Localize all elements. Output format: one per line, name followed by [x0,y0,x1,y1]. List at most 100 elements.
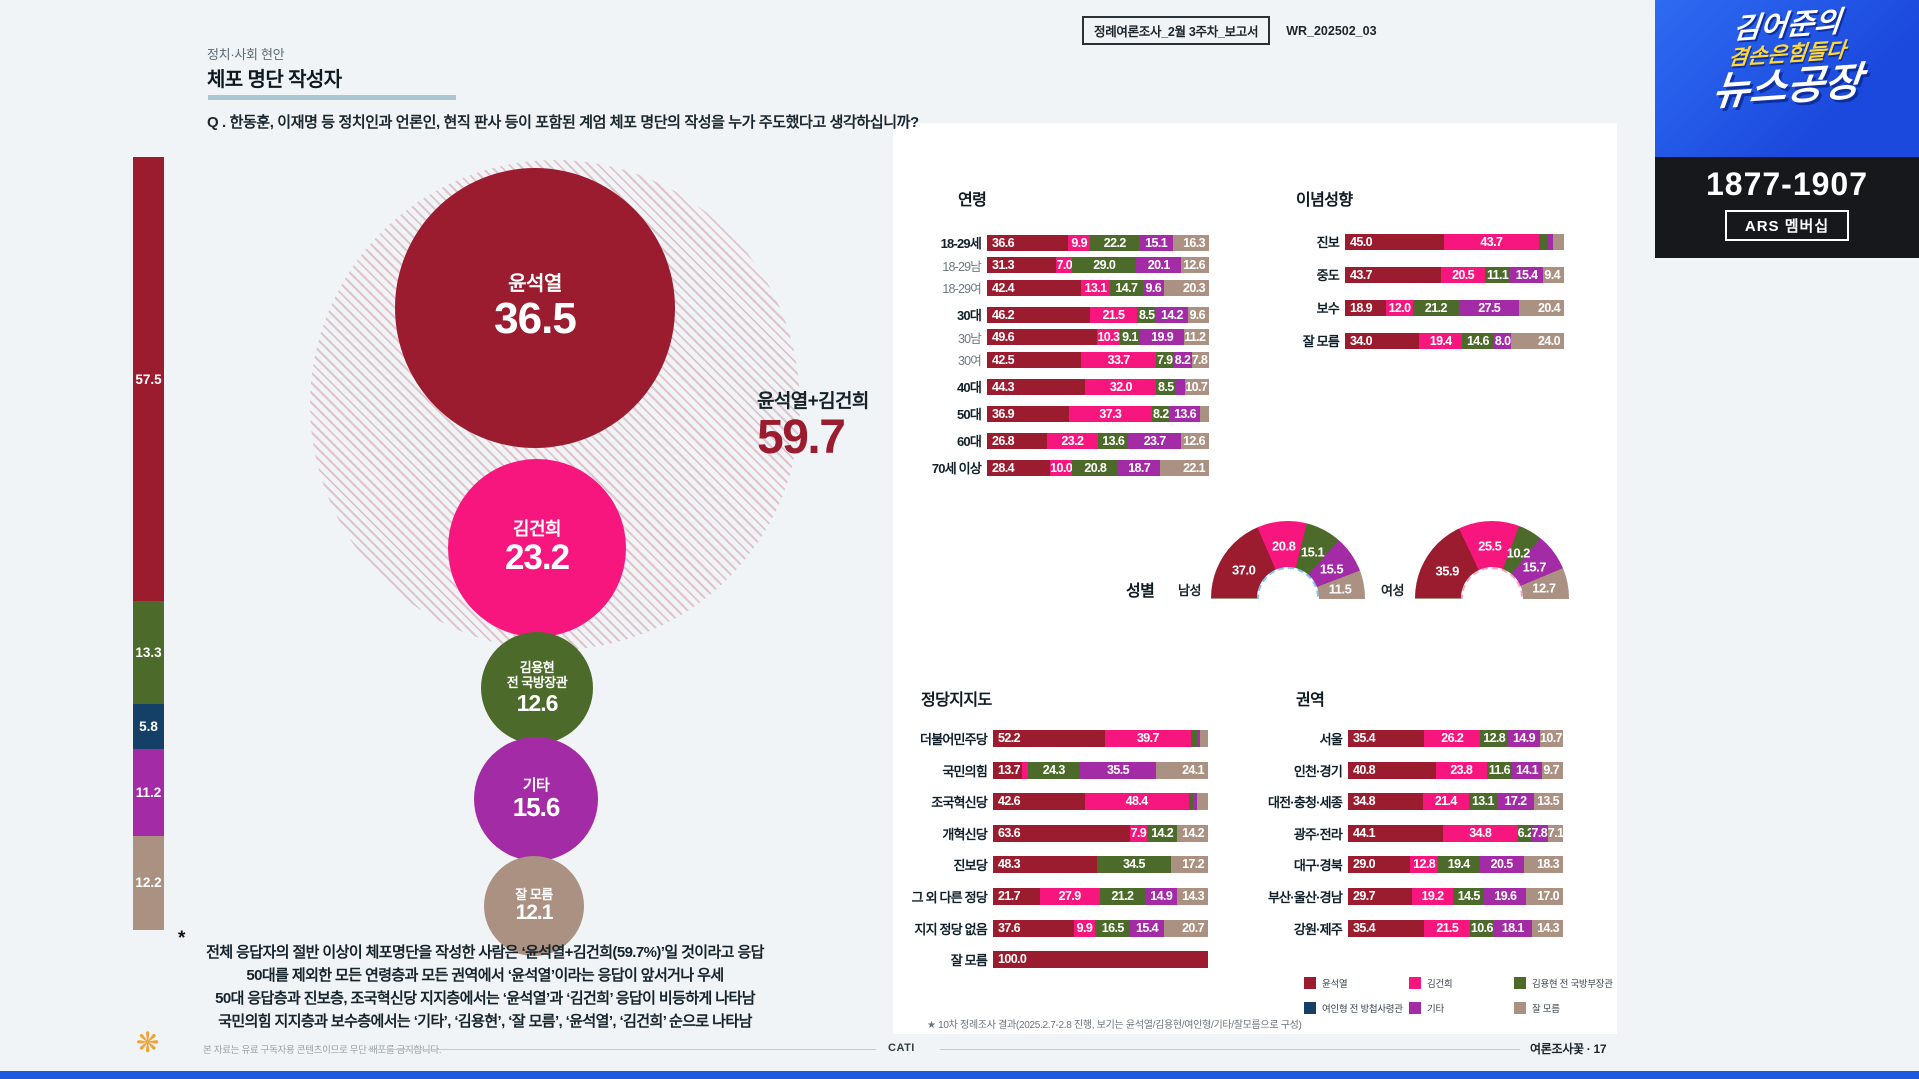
bar-segment-dk: 14.2 [1177,824,1208,842]
segment-value: 35.4 [1353,731,1376,745]
bar-segment-kimy: 11.1 [1485,266,1510,283]
bar-segment-dk: 24.1 [1156,761,1208,779]
bar-segment-etc [1175,378,1186,395]
overall-bar-segment-dk: 12.2 [133,835,164,930]
bubble-name: 전 국방장관 [506,674,568,690]
gender-donut-female: 35.9 25.5 10.2 15.7 12.7 [1415,521,1569,599]
bar-segment-yoon: 36.6 [987,234,1069,251]
bar-segment-kimk: 23.8 [1435,761,1487,779]
segment-value: 7.1 [1547,825,1564,840]
segment-value: 37.6 [998,920,1021,935]
bar-segment-kimk: 33.7 [1081,351,1156,368]
row-label: 지지 정당 없음 [914,921,987,937]
bar-segment-etc [1548,233,1554,250]
overall-segment-value: 5.8 [139,719,158,735]
bar-row: 개혁신당 63.6 7.9 14.2 14.2 [879,824,1208,843]
title-underline [208,95,456,100]
legend-label: 여인형 전 방첩사령관 [1322,1004,1403,1015]
segment-value: 20.4 [1538,300,1561,315]
bar-row: 그 외 다른 정당 21.7 27.9 21.2 14.9 14.3 [879,887,1208,906]
legend-swatch [1409,977,1421,989]
segment-value: 43.7 [1350,267,1373,282]
segment-value: 18.1 [1501,920,1525,935]
bubble-value: 12.6 [516,689,559,716]
bar-segment-kimy [1539,233,1549,250]
segment-value: 14.3 [1537,920,1560,935]
segment-value: 44.1 [1353,825,1376,840]
donut-value: 12.7 [1532,580,1556,596]
segment-value: 14.2 [1151,825,1174,840]
segment-value: 35.5 [1107,762,1130,777]
bubble-name: 윤석열 [508,273,562,296]
segment-value: 40.8 [1353,762,1376,777]
bar-segment-kimy: 14.5 [1453,887,1485,905]
bar-row: 중도 43.7 20.5 11.1 15.4 9.4 [1248,265,1564,284]
stacked-bar: 63.6 7.9 14.2 14.2 [993,824,1208,842]
row-label: 40대 [956,380,982,395]
segment-value: 8.2 [1174,352,1191,367]
row-label: 18-29여 [942,282,981,296]
bar-segment-etc [1196,730,1201,747]
segment-value: 29.7 [1353,888,1376,903]
bar-segment-kimy: 24.3 [1027,761,1080,779]
report-code: WR_202502_03 [1286,23,1377,38]
bar-segment-etc: 19.9 [1140,329,1185,345]
bar-row: 강원·제주 35.4 21.5 10.6 18.1 14.3 [1234,919,1563,938]
stacked-bar: 43.7 20.5 11.1 15.4 9.4 [1345,266,1564,283]
row-label: 광주·전라 [1293,826,1343,842]
segment-value: 12.8 [1483,731,1506,745]
bar-segment-yoon: 35.4 [1348,730,1425,747]
stacked-bar: 34.0 19.4 14.6 8.0 24.0 [1345,332,1564,349]
combined-hatch-circle [310,160,800,650]
brand-membership-badge: ARS 멤버십 [1724,210,1850,241]
bar-row: 잘 모름 100.0 [879,950,1208,969]
segment-value: 14.6 [1466,333,1490,348]
segment-value: 42.4 [992,280,1015,295]
bar-segment-yoon: 43.7 [1345,266,1441,283]
flower-logo-icon: ❋ [136,1027,160,1058]
row-label: 18-29남 [942,259,981,274]
row-label: 대구·경북 [1293,858,1343,874]
legend-swatch [1304,977,1316,989]
bar-segment-kimk: 9.9 [1073,919,1096,937]
row-label: 부산·울산·경남 [1267,889,1343,905]
bar-segment-dk: 13.5 [1533,793,1564,811]
bar-segment-yoon: 42.5 [987,351,1082,368]
segment-value: 10.6 [1470,920,1494,935]
footer-method: CATI [888,1042,915,1054]
stacked-bar: 100.0 [993,951,1208,969]
segment-value: 8.5 [1158,379,1174,394]
segment-value: 21.4 [1434,794,1458,809]
stacked-bar: 37.6 9.9 16.5 15.4 20.7 [993,919,1208,937]
row-label: 60대 [956,434,982,449]
bar-segment-kimy: 11.6 [1486,761,1512,779]
segment-value: 14.3 [1182,888,1205,903]
bar-segment-kimy: 21.2 [1099,887,1146,905]
bar-segment-dk [1200,405,1209,422]
segment-value: 18.9 [1350,300,1373,315]
bar-segment-yoon: 100.0 [993,951,1208,969]
legend-label: 기타 [1427,1004,1444,1015]
bar-row: 50대 36.9 37.3 8.2 13.6 [899,404,1209,423]
bar-segment-kimy: 22.2 [1090,234,1140,251]
region-chart: 서울 35.4 26.2 12.8 14.9 10.7 인천·경기 40.8 23.8 11.6 1… [1234,729,1564,950]
segment-value: 15.1 [1145,235,1168,250]
bar-row: 18-29여 42.4 13.1 14.7 9.6 20.3 [899,278,1209,297]
donut-value: 15.5 [1319,561,1344,577]
bar-segment-kimy: 8.5 [1156,378,1176,395]
segment-value: 22.2 [1103,235,1127,250]
segment-value: 36.9 [992,406,1015,421]
overall-segment-value: 12.2 [135,875,162,891]
bar-segment-yoon: 36.9 [987,405,1069,422]
stacked-bar: 35.4 26.2 12.8 14.9 10.7 [1348,730,1563,747]
stacked-bar: 29.7 19.2 14.5 19.6 17.0 [1348,887,1563,905]
row-label: 30대 [956,308,982,323]
party-chart: 더불어민주당 52.2 39.7 국민의힘 13.7 24.3 35.5 24.1 조국혁신당 4… [879,729,1209,982]
legend-swatch [1409,1002,1421,1014]
bar-segment-etc: 14.2 [1156,306,1188,323]
bar-segment-kimy: 12.8 [1480,730,1508,747]
segment-value: 37.3 [1099,406,1122,421]
stacked-bar: 36.9 37.3 8.2 13.6 [987,405,1209,422]
bubble-name: 김용현 [519,659,555,675]
segment-value: 46.2 [992,307,1015,322]
